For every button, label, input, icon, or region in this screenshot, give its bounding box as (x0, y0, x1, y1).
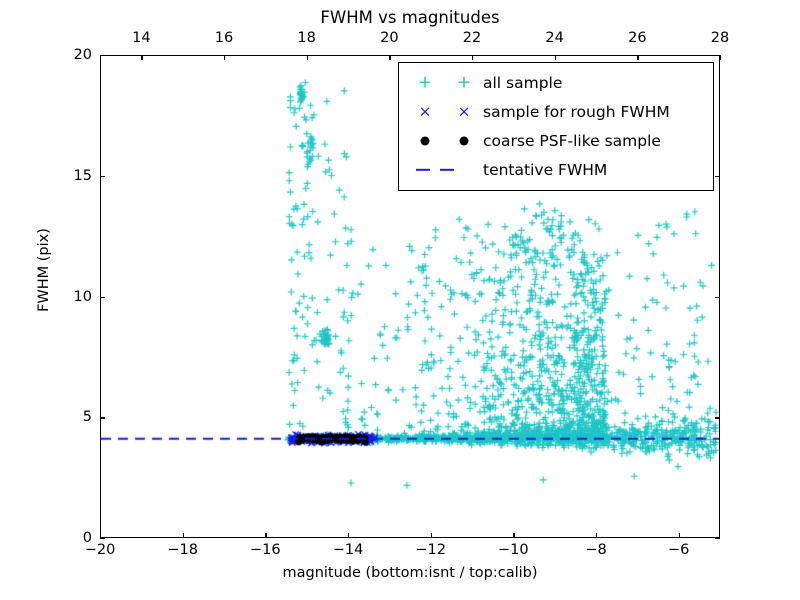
tick-label: 22 (462, 30, 482, 46)
dashed-line-icon (407, 160, 483, 180)
tick-label: 26 (628, 30, 647, 46)
tick-label: 14 (132, 30, 151, 46)
tick-label: −18 (167, 542, 198, 558)
legend-entry-rough-fwhm: × × sample for rough FWHM (407, 97, 705, 126)
tick-label: −8 (585, 542, 607, 558)
tick-mark (430, 533, 432, 538)
tick-mark (182, 533, 184, 538)
tick-label: 24 (545, 30, 564, 46)
tick-mark (715, 175, 720, 178)
tick-label: −10 (498, 542, 529, 558)
legend-label: all sample (483, 73, 563, 92)
tick-label: 16 (214, 30, 234, 46)
tick-mark (596, 533, 598, 538)
tick-mark (554, 55, 556, 60)
dot-icon (407, 131, 483, 151)
legend-label: tentative FWHM (483, 160, 608, 179)
tick-mark (306, 55, 308, 60)
tick-mark (100, 55, 105, 57)
tick-mark (224, 55, 226, 60)
tick-label: −20 (84, 542, 116, 558)
tick-label: 15 (73, 167, 92, 184)
legend-label: coarse PSF-like sample (483, 131, 661, 150)
plus-icon: + + (417, 72, 472, 92)
tick-label: −12 (415, 542, 446, 558)
tick-mark (100, 538, 105, 540)
tick-mark (389, 55, 391, 60)
tick-mark (678, 533, 680, 538)
tick-mark (348, 533, 350, 538)
tick-mark (637, 55, 639, 60)
tick-label: 10 (73, 288, 92, 305)
tick-mark (720, 55, 722, 60)
tick-mark (715, 55, 720, 57)
tick-label: 5 (82, 409, 92, 426)
tick-mark (265, 533, 267, 538)
tick-label: −16 (250, 542, 281, 558)
legend-label: sample for rough FWHM (483, 102, 670, 121)
tick-mark (141, 55, 143, 60)
tick-label: 28 (710, 30, 730, 46)
legend: + + all sample × × sample for rough FWHM… (398, 62, 714, 191)
tick-mark (100, 533, 102, 538)
tick-label: 20 (73, 47, 92, 63)
legend-entry-all-sample: + + all sample (407, 68, 705, 97)
tick-label: 18 (297, 30, 316, 46)
page-title: FWHM vs magnitudes (320, 8, 500, 27)
tick-mark (513, 533, 515, 538)
cross-icon: × × (418, 102, 471, 120)
tick-label: 20 (380, 30, 399, 46)
y-axis-label: FWHM (pix) (36, 228, 52, 312)
tick-mark (472, 55, 474, 60)
tick-label: −6 (667, 542, 690, 558)
tick-mark (100, 417, 105, 419)
tick-mark (715, 296, 720, 298)
x-axis-label: magnitude (bottom:isnt / top:calib) (282, 565, 538, 581)
tick-mark (715, 538, 720, 540)
tick-mark (100, 175, 105, 178)
tick-label: 0 (82, 530, 92, 546)
legend-entry-coarse-psf: coarse PSF-like sample (407, 126, 705, 155)
tick-label: −14 (332, 542, 364, 558)
legend-entry-tentative-fwhm: tentative FWHM (407, 155, 705, 184)
tick-mark (100, 296, 105, 298)
tick-mark (715, 417, 720, 419)
